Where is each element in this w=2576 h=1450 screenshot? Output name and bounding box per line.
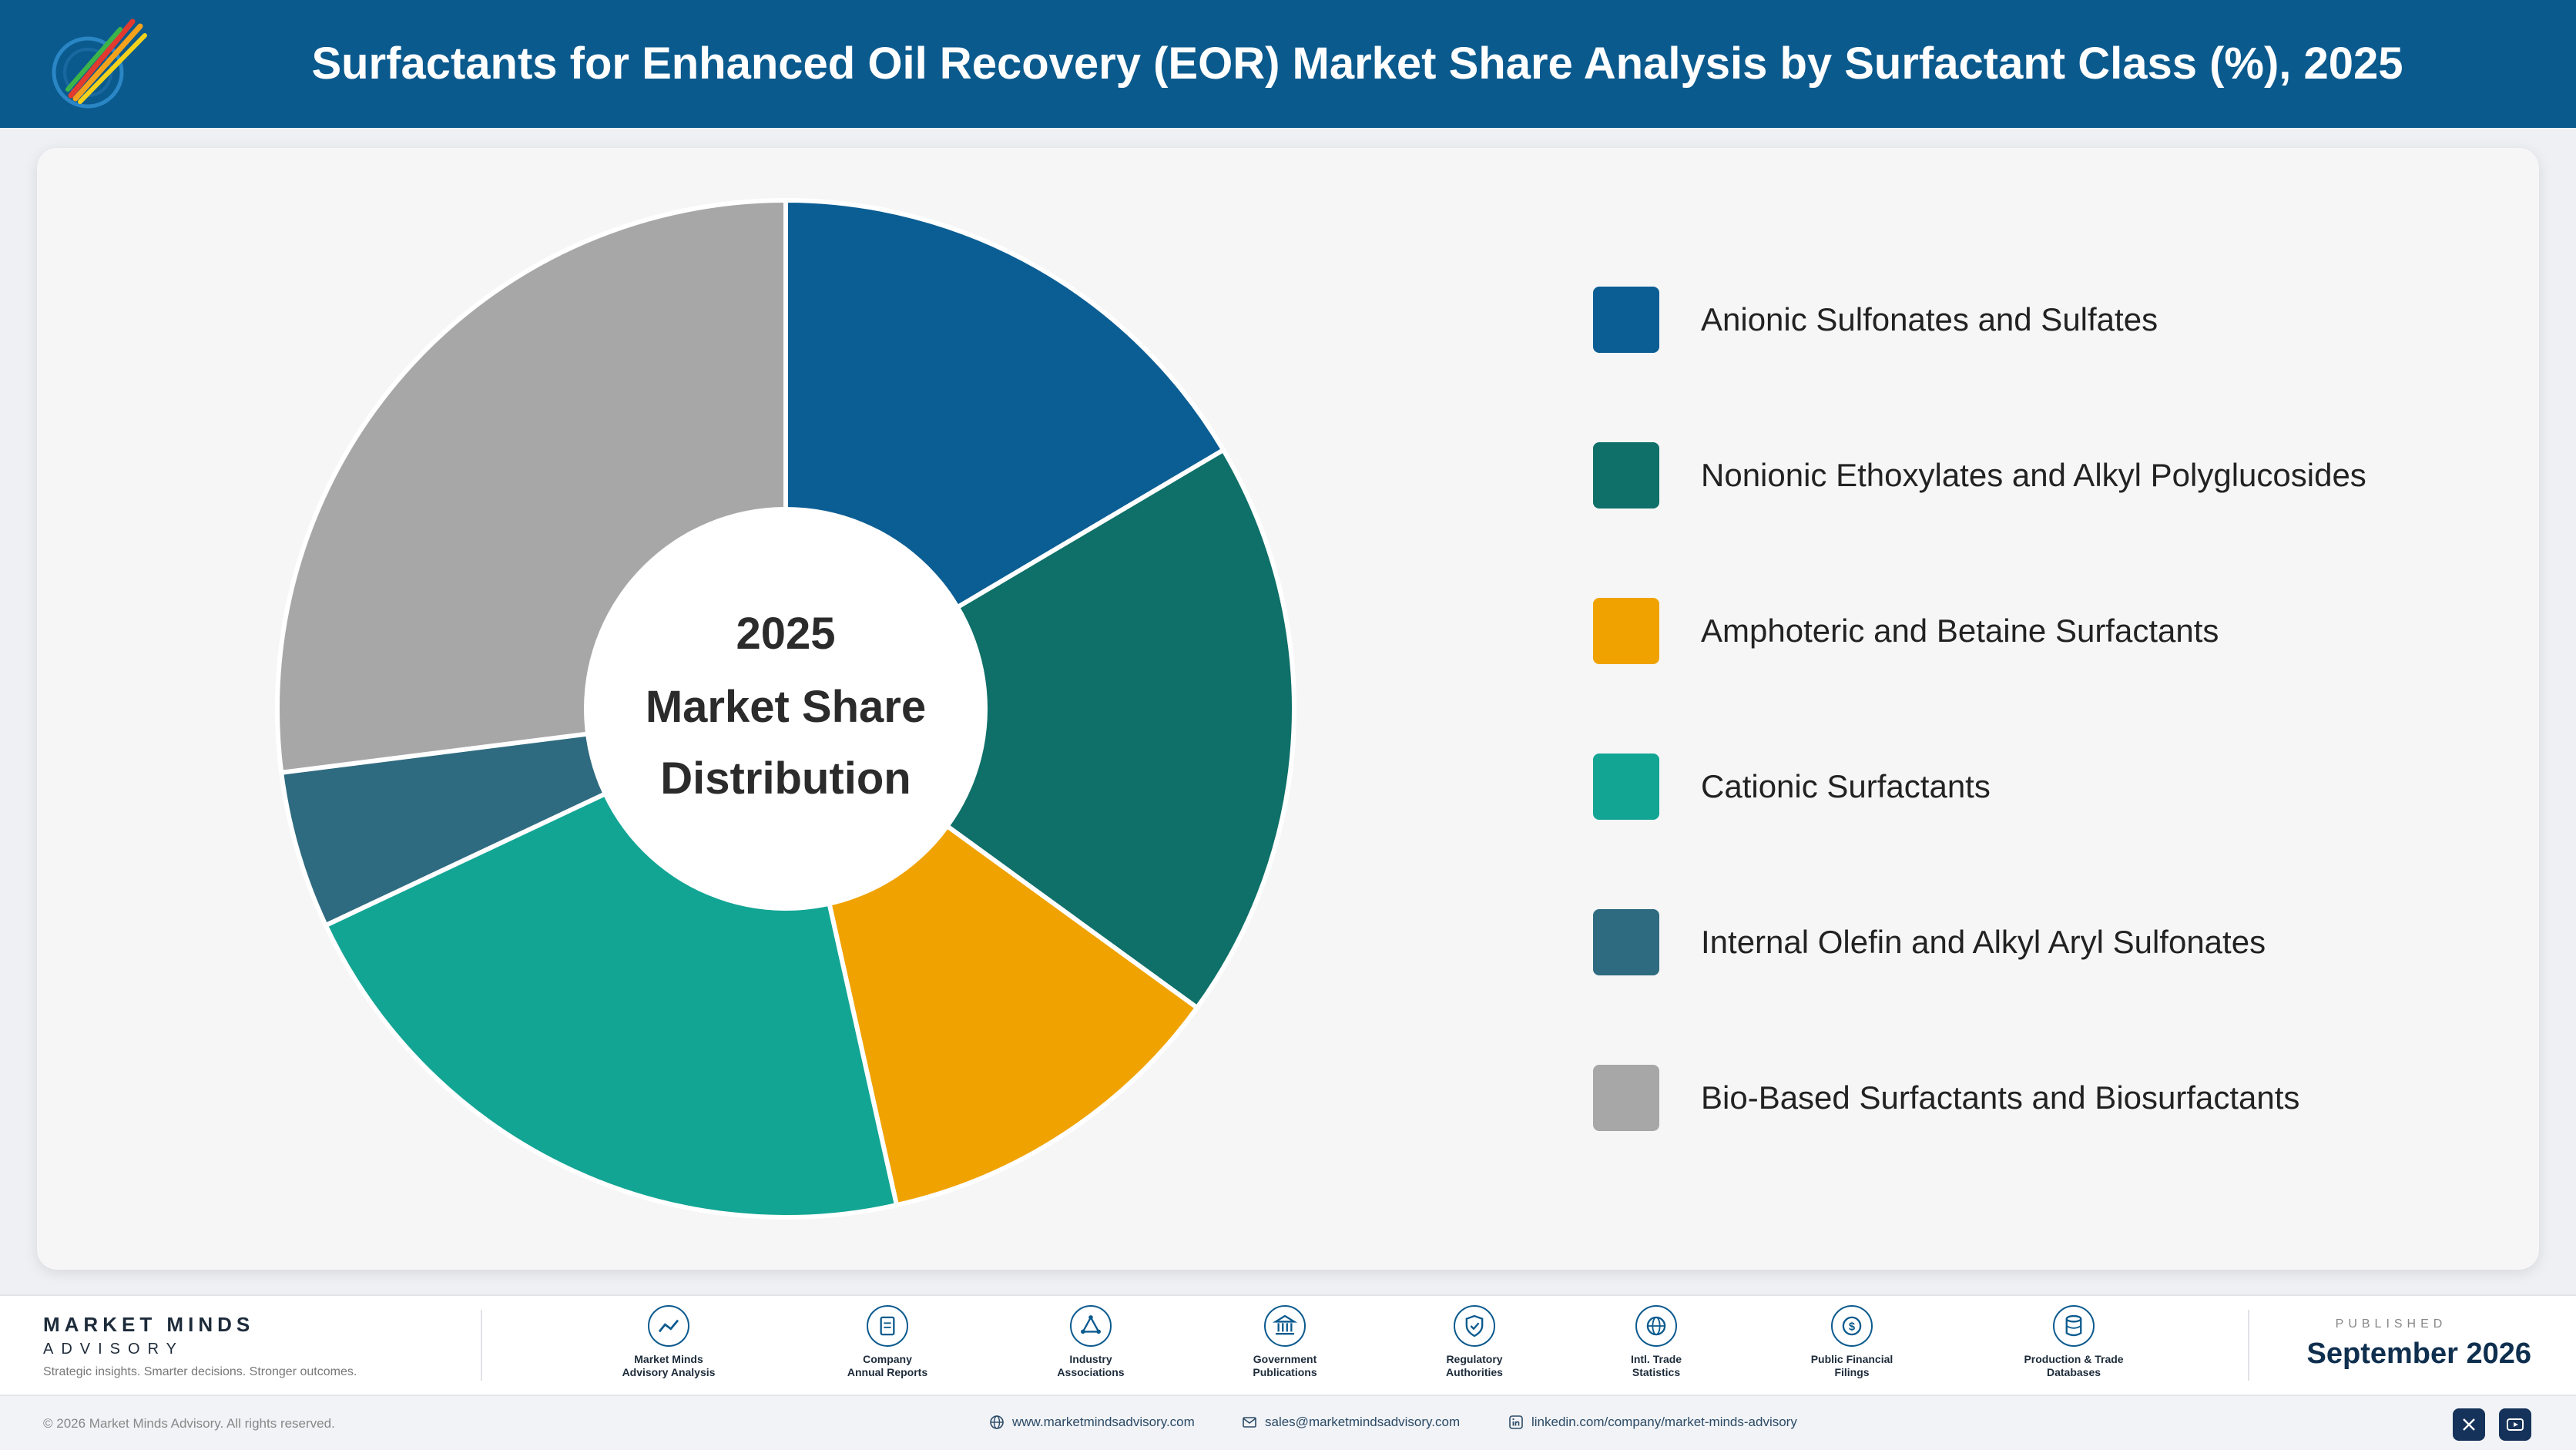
data-source-item: $ Public Financial Filings <box>1775 1305 1929 1379</box>
data-source-label-line1: Market Minds <box>634 1353 703 1365</box>
footer-bottom-bar: © 2026 Market Minds Advisory. All rights… <box>0 1395 2576 1450</box>
linkedin-icon <box>1509 1415 1523 1429</box>
footer-brand-name: MARKET MINDS <box>43 1313 255 1336</box>
data-source-label-line1: Company <box>863 1353 912 1365</box>
data-source-label-line1: Intl. Trade <box>1630 1353 1682 1365</box>
legend-swatch <box>1593 442 1659 509</box>
legend-swatch <box>1593 287 1659 353</box>
x-social-button[interactable] <box>2453 1408 2485 1441</box>
data-source-label-line2: Databases <box>2046 1366 2101 1378</box>
chart-title: Surfactants for Enhanced Oil Recovery (E… <box>311 39 2403 89</box>
globe-icon <box>990 1415 1004 1429</box>
svg-text:$: $ <box>1849 1321 1856 1334</box>
legend-label: Amphoteric and Betaine Surfactants <box>1701 613 2219 649</box>
data-source-item: Market Minds Advisory Analysis <box>592 1305 746 1379</box>
data-source-label-line2: Associations <box>1057 1366 1125 1378</box>
linkedin-text: linkedin.com/company/market-minds-adviso… <box>1531 1415 1797 1429</box>
donut-chart: 2025 Market Share Distribution <box>274 198 1296 1220</box>
website-link[interactable]: www.marketmindsadvisory.com <box>989 1415 1195 1430</box>
data-source-label: Intl. Trade Statistics <box>1579 1353 1733 1379</box>
header-bar: Surfactants for Enhanced Oil Recovery (E… <box>0 0 2576 128</box>
document-icon <box>867 1305 908 1347</box>
footer: MARKET MINDS ADVISORY Strategic insights… <box>0 1294 2576 1450</box>
data-source-label-line2: Filings <box>1834 1366 1870 1378</box>
company-logo-icon <box>52 18 147 109</box>
copyright-text: © 2026 Market Minds Advisory. All rights… <box>43 1416 335 1431</box>
play-icon <box>2507 1418 2524 1431</box>
x-logo-icon <box>2463 1418 2475 1431</box>
chart-card: 2025 Market Share Distribution Anionic S… <box>37 148 2539 1270</box>
data-source-label-line2: Statistics <box>1632 1366 1681 1378</box>
footer-divider <box>2248 1310 2249 1381</box>
center-label-line2: Market Share <box>646 682 926 732</box>
center-label-line3: Distribution <box>660 754 911 804</box>
legend-swatch <box>1593 754 1659 820</box>
legend-item: Anionic Sulfonates and Sulfates <box>1593 287 2517 354</box>
legend-label: Bio-Based Surfactants and Biosurfactants <box>1701 1079 2300 1116</box>
legend-label: Anionic Sulfonates and Sulfates <box>1701 301 2158 337</box>
legend-label: Cationic Surfactants <box>1701 768 1991 804</box>
email-link[interactable]: sales@marketmindsadvisory.com <box>1242 1415 1460 1430</box>
center-label-year: 2025 <box>736 609 835 659</box>
data-source-label: Public Financial Filings <box>1775 1353 1929 1379</box>
data-source-label: Government Publications <box>1208 1353 1362 1379</box>
data-source-item: Company Annual Reports <box>810 1305 964 1379</box>
legend-label: Nonionic Ethoxylates and Alkyl Polygluco… <box>1701 457 2366 493</box>
data-source-label-line1: Public Financial <box>1810 1353 1893 1365</box>
data-source-item: Government Publications <box>1208 1305 1362 1379</box>
legend-swatch <box>1593 1065 1659 1131</box>
legend-swatch <box>1593 909 1659 975</box>
youtube-social-button[interactable] <box>2499 1408 2531 1441</box>
data-source-label-line2: Authorities <box>1446 1366 1503 1378</box>
dollar-coin-icon: $ <box>1831 1305 1873 1347</box>
data-source-label-line2: Publications <box>1253 1366 1317 1378</box>
data-source-label-line1: Government <box>1253 1353 1317 1365</box>
data-source-label-line2: Advisory Analysis <box>622 1366 716 1378</box>
legend-item: Nonionic Ethoxylates and Alkyl Polygluco… <box>1593 442 2517 510</box>
legend-item: Internal Olefin and Alkyl Aryl Sulfonate… <box>1593 909 2517 977</box>
data-source-label: Industry Associations <box>1014 1353 1168 1379</box>
published-date: September 2026 <box>2306 1338 2532 1370</box>
data-source-label-line2: Annual Reports <box>847 1366 928 1378</box>
legend-swatch <box>1593 598 1659 664</box>
footer-tagline: Strategic insights. Smarter decisions. S… <box>43 1365 357 1378</box>
globe-icon <box>1635 1305 1677 1347</box>
pie-slice-2 <box>783 448 1296 1010</box>
data-source-label: Regulatory Authorities <box>1397 1353 1551 1379</box>
donut-center-hole <box>584 507 988 911</box>
mail-icon <box>1243 1417 1256 1428</box>
linkedin-link[interactable]: linkedin.com/company/market-minds-adviso… <box>1508 1415 1797 1430</box>
legend-item: Amphoteric and Betaine Surfactants <box>1593 598 2517 666</box>
network-icon <box>1070 1305 1112 1347</box>
data-source-item: Intl. Trade Statistics <box>1579 1305 1733 1379</box>
data-source-label-line1: Regulatory <box>1446 1353 1503 1365</box>
data-source-label: Company Annual Reports <box>810 1353 964 1379</box>
data-source-label-line1: Industry <box>1069 1353 1112 1365</box>
legend-item: Bio-Based Surfactants and Biosurfactants <box>1593 1065 2517 1133</box>
trend-line-icon <box>648 1305 689 1347</box>
data-source-label: Market Minds Advisory Analysis <box>592 1353 746 1379</box>
data-source-item: Industry Associations <box>1014 1305 1168 1379</box>
footer-divider <box>481 1310 482 1381</box>
email-text: sales@marketmindsadvisory.com <box>1265 1415 1461 1429</box>
database-icon <box>2053 1305 2095 1347</box>
data-source-item: Production & Trade Databases <box>1997 1305 2151 1379</box>
website-text: www.marketmindsadvisory.com <box>1012 1415 1195 1429</box>
footer-brand-sub: ADVISORY <box>43 1341 184 1358</box>
data-source-label-line1: Production & Trade <box>2024 1353 2124 1365</box>
shield-check-icon <box>1454 1305 1495 1347</box>
data-source-item: Regulatory Authorities <box>1397 1305 1551 1379</box>
data-source-label: Production & Trade Databases <box>1997 1353 2151 1379</box>
legend-label: Internal Olefin and Alkyl Aryl Sulfonate… <box>1701 924 2266 960</box>
published-label: PUBLISHED <box>2335 1317 2447 1331</box>
building-icon <box>1264 1305 1306 1347</box>
legend-item: Cationic Surfactants <box>1593 754 2517 821</box>
